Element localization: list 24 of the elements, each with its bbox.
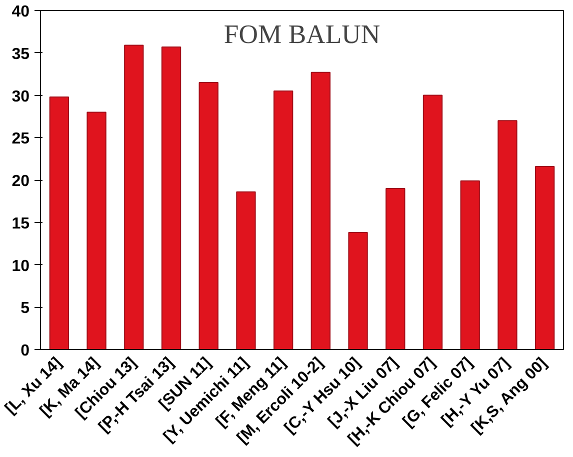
y-tick-label: 0 [20, 342, 30, 360]
bar [236, 191, 256, 350]
bar [460, 180, 480, 350]
y-tick-label: 40 [12, 4, 30, 20]
bar [273, 90, 294, 350]
y-tick-label: 5 [20, 300, 30, 318]
bar [310, 72, 331, 350]
bar [534, 166, 555, 350]
bar [161, 46, 182, 350]
bar [348, 232, 368, 350]
bar [49, 96, 70, 350]
y-tick-label: 30 [12, 88, 30, 106]
y-tick-label: 10 [12, 258, 30, 275]
bar [386, 188, 406, 350]
chart-title: FOM BALUN [224, 19, 380, 50]
bar [198, 82, 218, 350]
y-tick-label: 25 [12, 130, 30, 148]
y-tick-label: 35 [12, 46, 30, 63]
bar [498, 120, 518, 350]
bar [86, 112, 106, 350]
bar [422, 94, 443, 350]
y-tick-label: 20 [12, 173, 30, 190]
y-tick-label: 15 [12, 215, 30, 232]
bar [124, 44, 144, 350]
